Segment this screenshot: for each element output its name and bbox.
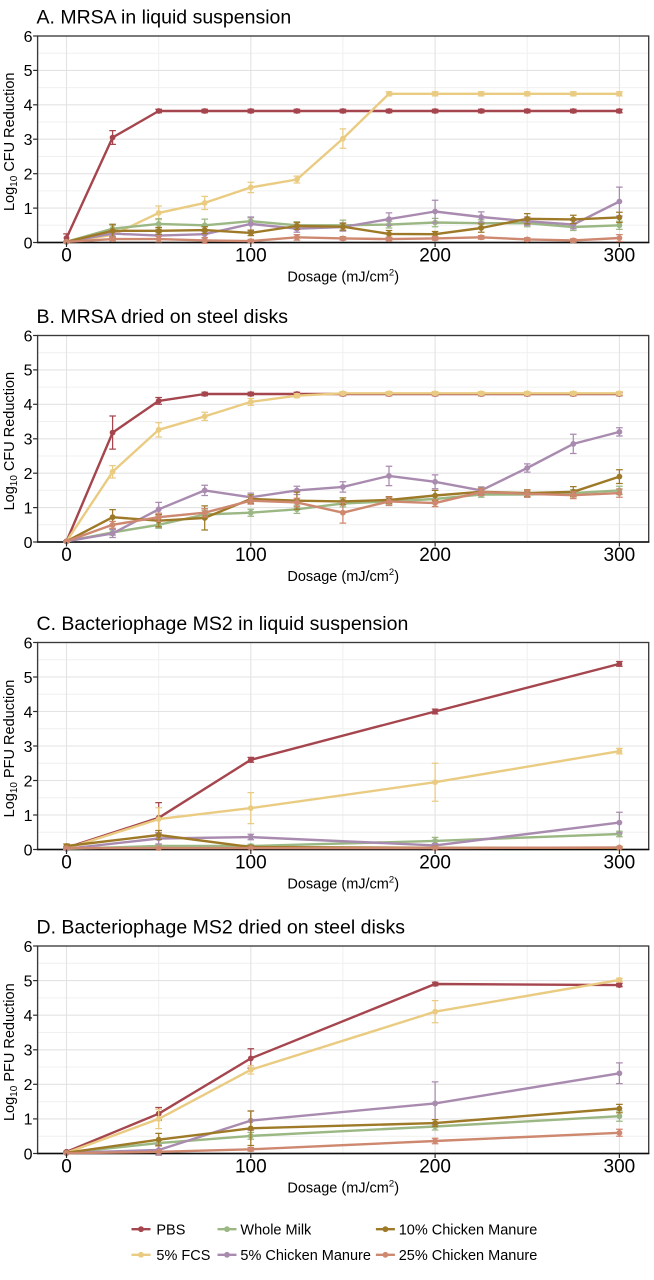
svg-text:A. MRSA in liquid suspension: A. MRSA in liquid suspension [37,7,292,29]
svg-text:6: 6 [24,939,33,956]
svg-text:3: 3 [24,432,33,449]
svg-text:Dosage (mJ/cm2): Dosage (mJ/cm2) [287,1179,399,1197]
svg-text:2: 2 [24,167,33,184]
svg-text:Log10 CFU Reduction: Log10 CFU Reduction [2,372,20,510]
svg-text:100: 100 [235,545,267,566]
svg-text:6: 6 [24,328,33,345]
svg-text:1: 1 [24,201,33,218]
svg-text:6: 6 [24,29,33,46]
svg-text:0: 0 [24,235,33,252]
svg-text:5% Chicken Manure: 5% Chicken Manure [240,1248,371,1264]
svg-text:300: 300 [604,545,636,566]
svg-text:200: 200 [419,853,451,874]
svg-text:3: 3 [24,132,33,149]
svg-text:5% FCS: 5% FCS [156,1248,210,1264]
svg-text:Dosage (mJ/cm2): Dosage (mJ/cm2) [287,875,399,893]
svg-text:4: 4 [24,1008,33,1025]
svg-text:1: 1 [24,808,33,825]
svg-text:Log10 CFU Reduction: Log10 CFU Reduction [2,73,20,211]
svg-text:100: 100 [235,246,267,267]
svg-text:0: 0 [61,1157,72,1178]
svg-text:D. Bacteriophage MS2 dried on: D. Bacteriophage MS2 dried on steel disk… [37,917,406,939]
svg-text:100: 100 [235,1157,267,1178]
svg-text:300: 300 [604,853,636,874]
svg-text:300: 300 [604,246,636,267]
svg-text:Dosage (mJ/cm2): Dosage (mJ/cm2) [287,567,399,585]
svg-text:3: 3 [24,1043,33,1060]
svg-text:200: 200 [419,1157,451,1178]
svg-text:5: 5 [24,670,33,687]
svg-text:3: 3 [24,739,33,756]
svg-text:1: 1 [24,1112,33,1129]
svg-text:1: 1 [24,500,33,517]
svg-text:5: 5 [24,973,33,990]
svg-text:0: 0 [24,1146,33,1163]
svg-text:5: 5 [24,363,33,380]
svg-text:Log10 PFU Reduction: Log10 PFU Reduction [2,680,20,818]
svg-text:0: 0 [24,535,33,552]
svg-text:4: 4 [24,704,33,721]
svg-text:0: 0 [61,545,72,566]
svg-text:5: 5 [24,63,33,80]
svg-text:100: 100 [235,853,267,874]
svg-text:2: 2 [24,1077,33,1094]
svg-text:4: 4 [24,397,33,414]
svg-text:0: 0 [24,842,33,859]
svg-text:Log10 PFU Reduction: Log10 PFU Reduction [2,983,20,1121]
svg-text:200: 200 [419,545,451,566]
svg-text:B. MRSA dried on steel disks: B. MRSA dried on steel disks [37,306,289,328]
svg-text:Whole Milk: Whole Milk [240,1223,312,1239]
svg-text:10% Chicken Manure: 10% Chicken Manure [399,1223,538,1239]
svg-text:0: 0 [61,246,72,267]
svg-text:Dosage (mJ/cm2): Dosage (mJ/cm2) [287,268,399,286]
svg-text:PBS: PBS [156,1223,185,1239]
svg-text:C. Bacteriophage MS2 in liquid: C. Bacteriophage MS2 in liquid suspensio… [37,613,409,635]
svg-text:0: 0 [61,853,72,874]
svg-text:6: 6 [24,635,33,652]
svg-text:2: 2 [24,773,33,790]
svg-text:4: 4 [24,98,33,115]
svg-text:25% Chicken Manure: 25% Chicken Manure [399,1248,538,1264]
svg-text:200: 200 [419,246,451,267]
svg-text:300: 300 [604,1157,636,1178]
svg-text:2: 2 [24,466,33,483]
